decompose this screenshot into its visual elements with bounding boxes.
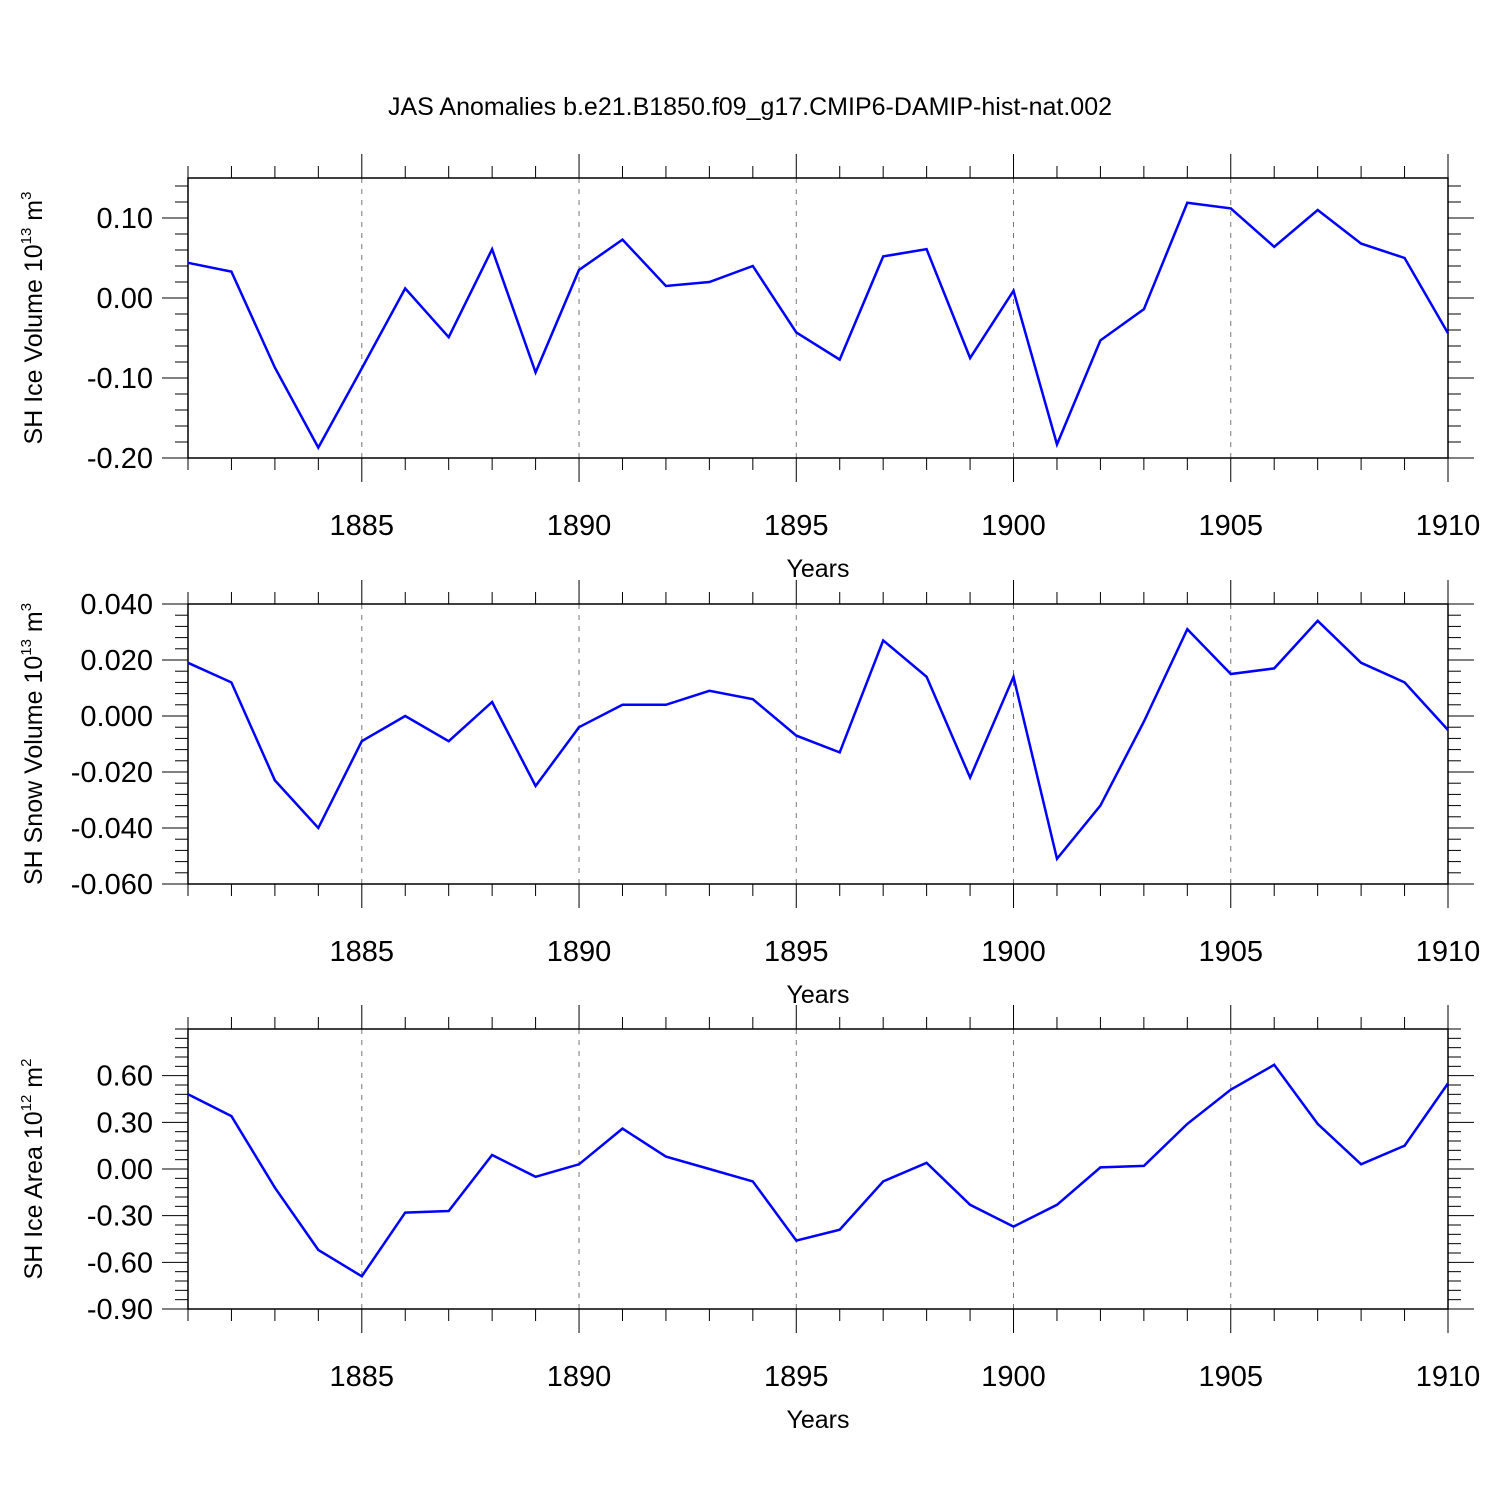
y-tick-label: 0.040 xyxy=(80,589,153,621)
x-tick-label: 1905 xyxy=(1199,936,1264,968)
y-tick-label: -0.040 xyxy=(71,813,153,845)
y-tick-label: 0.00 xyxy=(97,283,153,315)
plot-frame xyxy=(187,177,1449,459)
y-tick-label: 0.00 xyxy=(97,1154,153,1186)
x-tick-label: 1905 xyxy=(1199,1361,1264,1393)
x-tick-label: 1885 xyxy=(330,1361,395,1393)
x-axis-title: Years xyxy=(786,555,849,583)
y-tick-label: -0.20 xyxy=(87,443,153,475)
y-tick-label: 0.000 xyxy=(80,701,153,733)
x-tick-label: 1895 xyxy=(764,936,829,968)
y-tick-label: 0.10 xyxy=(97,203,153,235)
x-axis-title: Years xyxy=(786,1406,849,1434)
y-tick-label: 0.020 xyxy=(80,645,153,677)
x-tick-label: 1885 xyxy=(330,936,395,968)
data-series-line xyxy=(187,201,1450,451)
plot-frame xyxy=(187,603,1449,885)
y-axis-title: SH Ice Area 1012 m2 xyxy=(18,1059,48,1280)
x-tick-label: 1900 xyxy=(981,510,1046,542)
data-series-line xyxy=(187,619,1449,862)
x-tick-label: 1885 xyxy=(330,510,395,542)
y-tick-label: -0.30 xyxy=(87,1201,153,1233)
x-tick-label: 1910 xyxy=(1416,510,1481,542)
x-tick-label: 1905 xyxy=(1199,510,1264,542)
x-tick-label: 1900 xyxy=(981,936,1046,968)
x-tick-label: 1890 xyxy=(547,936,612,968)
x-axis-title: Years xyxy=(786,981,849,1009)
x-tick-label: 1910 xyxy=(1416,936,1481,968)
y-tick-label: 0.30 xyxy=(97,1107,153,1139)
plot-frame xyxy=(187,1028,1449,1310)
y-axis-title: SH Snow Volume 1013 m3 xyxy=(18,603,48,885)
panels: -0.20 -0.10 0.00 0.10 1885 1890 1895 1900 1905 19… xyxy=(18,154,1480,1434)
x-tick-label: 1895 xyxy=(764,510,829,542)
panel-3: -0.90 -0.60 -0.30 0.00 0.30 0.60 1885 1890 1895 1… xyxy=(18,1005,1480,1434)
x-tick-label: 1895 xyxy=(764,1361,829,1393)
x-tick-label: 1890 xyxy=(547,1361,612,1393)
x-tick-label: 1900 xyxy=(981,1361,1046,1393)
y-tick-label: 0.60 xyxy=(97,1061,153,1093)
y-tick-label: -0.90 xyxy=(87,1294,153,1326)
data-series-line xyxy=(187,1063,1450,1278)
y-tick-label: -0.10 xyxy=(87,363,153,395)
y-tick-label: -0.60 xyxy=(87,1247,153,1279)
x-tick-label: 1910 xyxy=(1416,1361,1481,1393)
figure-title: JAS Anomalies b.e21.B1850.f09_g17.CMIP6-… xyxy=(388,93,1112,121)
panel-2: -0.060 -0.040 -0.020 0.000 0.020 0.040 1885 189… xyxy=(18,580,1480,1009)
x-tick-label: 1890 xyxy=(547,510,612,542)
y-axis-title: SH Ice Volume 1013 m3 xyxy=(18,192,48,445)
y-tick-label: -0.060 xyxy=(71,869,153,901)
y-tick-label: -0.020 xyxy=(71,757,153,789)
panel-1: -0.20 -0.10 0.00 0.10 1885 1890 1895 1900 1905 19… xyxy=(18,154,1480,583)
